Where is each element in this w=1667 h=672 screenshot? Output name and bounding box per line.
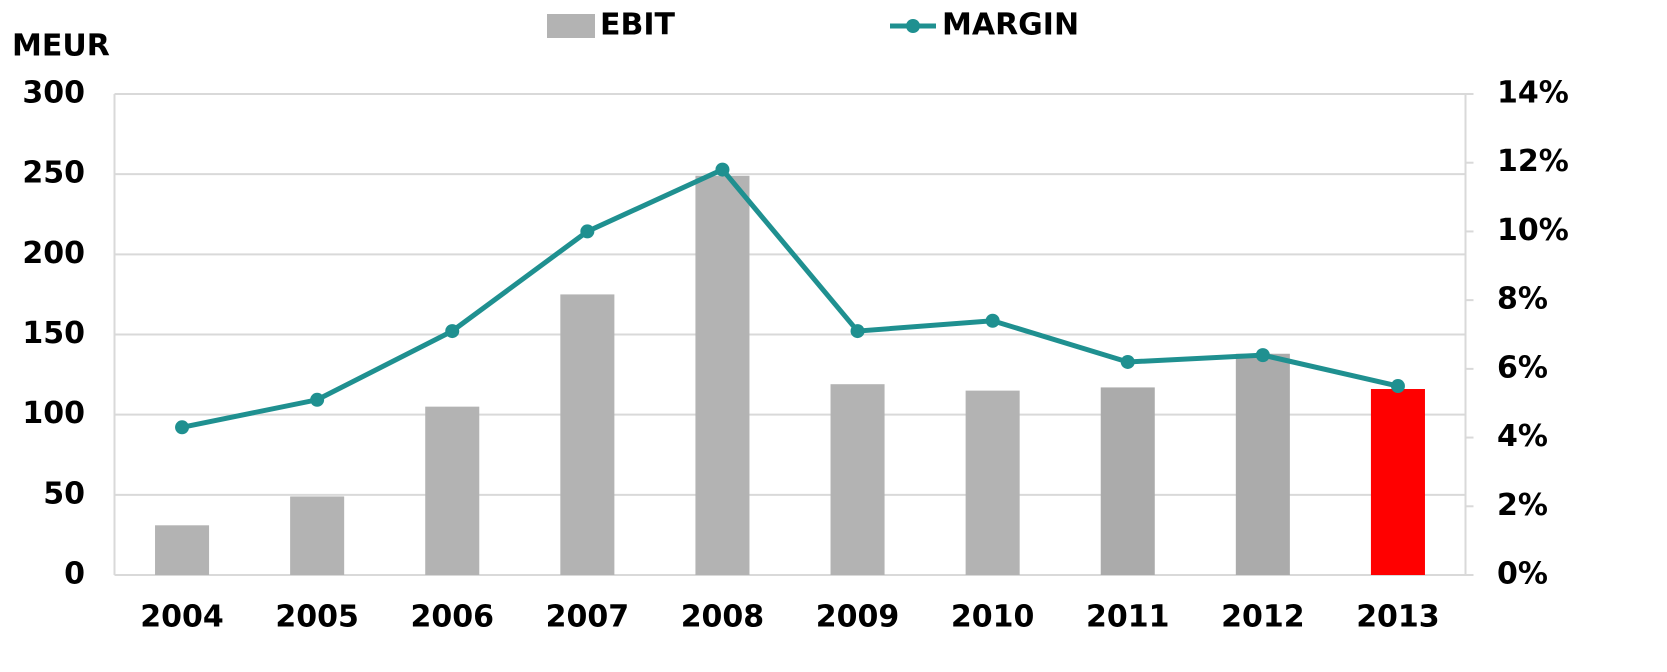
y-tick-label: 50 <box>43 476 85 511</box>
y-tick-label: 200 <box>22 236 85 271</box>
legend-label: MARGIN <box>942 8 1079 43</box>
legend-label: EBIT <box>600 8 676 43</box>
x-tick-label: 2008 <box>681 600 765 635</box>
bar <box>1370 389 1425 575</box>
x-tick-label: 2004 <box>140 600 224 635</box>
bar <box>1100 387 1155 575</box>
y-tick-label: 0 <box>64 557 85 592</box>
x-tick-label: 2005 <box>275 600 359 635</box>
line-marker <box>580 224 595 239</box>
line-marker <box>310 392 325 407</box>
y-tick-label: 150 <box>22 316 85 351</box>
y-tick-label: 100 <box>22 396 85 431</box>
bar <box>830 384 885 575</box>
bar <box>1235 353 1290 575</box>
y2-tick-label: 6% <box>1497 350 1548 385</box>
line <box>181 166 1399 430</box>
y-axis-label: MEUR <box>12 29 110 64</box>
bar <box>425 406 480 575</box>
y-tick-label: 250 <box>22 156 85 191</box>
line-marker <box>1390 379 1405 394</box>
x-tick-label: 2011 <box>1086 600 1170 635</box>
y2-tick-label: 4% <box>1497 419 1548 454</box>
y2-tick-label: 2% <box>1497 488 1548 523</box>
line-marker <box>985 313 1000 328</box>
y-tick-label: 300 <box>22 76 85 111</box>
line-marker <box>1120 354 1135 369</box>
line-marker <box>715 162 730 177</box>
bar <box>965 390 1020 575</box>
bar <box>155 525 210 575</box>
y2-tick-label: 10% <box>1497 213 1569 248</box>
line-marker <box>1255 348 1270 363</box>
line-marker <box>175 420 190 435</box>
y2-tick-label: 8% <box>1497 282 1548 317</box>
y2-tick-label: 14% <box>1497 76 1569 111</box>
legend-swatch-marker <box>906 19 920 33</box>
x-tick-label: 2009 <box>816 600 900 635</box>
y2-tick-label: 12% <box>1497 144 1569 179</box>
x-tick-label: 2006 <box>411 600 495 635</box>
x-tick-label: 2007 <box>546 600 630 635</box>
x-tick-label: 2010 <box>951 600 1035 635</box>
x-tick-label: 2012 <box>1221 600 1305 635</box>
x-tick-label: 2013 <box>1356 600 1440 635</box>
line-marker <box>445 324 460 339</box>
bar <box>290 496 345 575</box>
legend-swatch <box>547 14 595 38</box>
bar <box>695 175 750 575</box>
bar <box>560 294 615 575</box>
line-marker <box>850 324 865 339</box>
y2-tick-label: 0% <box>1497 557 1548 592</box>
